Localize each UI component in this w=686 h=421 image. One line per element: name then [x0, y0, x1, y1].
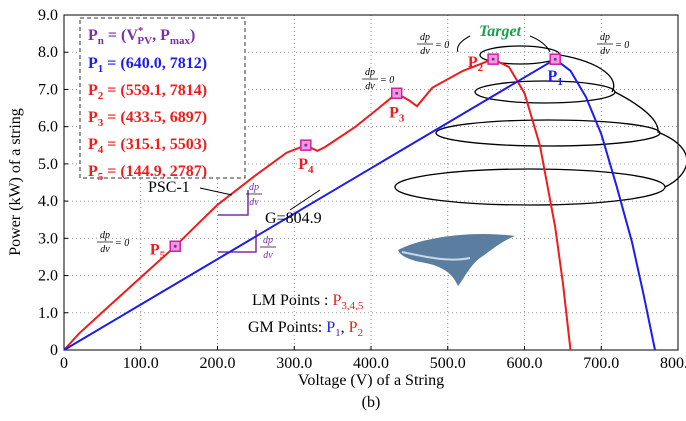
target-label: Target [479, 23, 522, 40]
entry-sub: 1 [98, 63, 104, 75]
caption: (b) [362, 394, 381, 411]
legend-entry: P4 = (315.1, 5503) [88, 136, 207, 156]
y-tick-label: 1.0 [38, 305, 58, 322]
point-name: P [298, 156, 308, 173]
lm-points: LM Points : P3,4,5 [252, 292, 364, 312]
x-tick-label: 100.0 [123, 355, 159, 372]
y-axis-title: Power (kW) of a string [7, 108, 24, 256]
x-tick-label: 600.0 [507, 355, 543, 372]
x-axis-title: Voltage (V) of a String [298, 372, 444, 389]
x-tick-label: 0 [60, 355, 68, 372]
entry-text: = (640.0, 7812) [103, 55, 207, 72]
legend-header: Pn = (V* PV, Pmax) [88, 25, 195, 47]
point-dot [173, 244, 177, 248]
point-name: P [468, 54, 478, 71]
y-tick-label: 0 [50, 342, 58, 359]
x-tick-label: 300.0 [276, 355, 312, 372]
target-arrows [457, 35, 551, 53]
x-tick-label: 200.0 [200, 355, 236, 372]
legend-box [79, 17, 246, 179]
point-dot [304, 143, 308, 147]
series-label: G=804.9 [265, 210, 322, 227]
x-tick-label: 500.0 [430, 355, 466, 372]
slope-num: dp [263, 235, 273, 246]
point-label: P4 [298, 156, 314, 176]
y-tick-label: 9.0 [38, 7, 58, 24]
slope-eq: = 0 [115, 238, 129, 249]
legend-entry: P5 = (144.9, 2787) [88, 163, 207, 183]
legend-entry: P1 = (640.0, 7812) [88, 55, 207, 75]
point-label: P1 [548, 68, 563, 88]
point-dot [395, 91, 399, 95]
x-tick-label: 400.0 [353, 355, 389, 372]
plot-frame [63, 14, 679, 351]
pointer [289, 189, 321, 211]
point-label: P2 [468, 54, 484, 74]
gm-points: GM Points: P1, P2 [248, 319, 363, 339]
pointer [199, 187, 233, 196]
y-tick-label: 3.0 [38, 230, 58, 247]
entry-name: P [88, 163, 98, 180]
y-tick-label: 2.0 [38, 268, 58, 285]
point-sub: 2 [478, 62, 484, 74]
entry-sub: 2 [98, 90, 104, 102]
slope-eq: = 0 [615, 40, 629, 51]
slope-den: dv [249, 197, 259, 208]
entry-sub: 3 [98, 117, 104, 129]
x-tick-label: 800.0 [660, 355, 686, 372]
whale-illustration [398, 233, 515, 286]
slope-den: dv [600, 46, 610, 57]
slope-den: dv [263, 250, 273, 261]
point-sub: 3 [399, 112, 405, 124]
point-name: P [150, 241, 160, 258]
entry-name: P [88, 55, 98, 72]
entry-text: = (315.1, 5503) [103, 136, 207, 153]
entry-text: = (144.9, 2787) [103, 163, 207, 180]
y-tick-label: 4.0 [38, 193, 58, 210]
point-dot [491, 57, 495, 61]
slope-den: dv [420, 46, 430, 57]
entry-sub: 4 [98, 144, 104, 156]
slope-num: dp [420, 32, 430, 43]
point-label: P3 [389, 104, 405, 124]
slope-num: dp [365, 67, 375, 78]
legend-entry: P3 = (433.5, 6897) [88, 109, 207, 129]
x-tick-label: 700.0 [583, 355, 619, 372]
slope-num: dp [600, 32, 610, 43]
y-tick-label: 5.0 [38, 156, 58, 173]
point-dot [553, 57, 557, 61]
slope-num: dp [100, 230, 110, 241]
entry-name: P [88, 82, 98, 99]
entry-text: = (559.1, 7814) [103, 82, 207, 99]
point-sub: 1 [557, 76, 563, 88]
entry-name: P [88, 136, 98, 153]
entry-name: P [88, 109, 98, 126]
y-tick-label: 8.0 [38, 44, 58, 61]
entry-text: = (433.5, 6897) [103, 109, 207, 126]
slope-den: dv [100, 244, 110, 255]
entry-sub: 5 [98, 171, 104, 183]
point-label: P5 [150, 241, 166, 261]
slope-den: dv [365, 81, 375, 92]
slope-eq: = 0 [380, 75, 394, 86]
point-sub: 5 [160, 249, 166, 261]
y-tick-label: 6.0 [38, 119, 58, 136]
slope-num: dp [249, 182, 259, 193]
point-name: P [548, 68, 558, 85]
legend-entry: P2 = (559.1, 7814) [88, 82, 207, 102]
series-label: PSC-1 [148, 179, 190, 196]
point-name: P [389, 104, 399, 121]
slope-eq: = 0 [435, 40, 449, 51]
search-loops [394, 45, 686, 206]
y-tick-label: 7.0 [38, 81, 58, 98]
point-sub: 4 [308, 164, 314, 176]
slope-marks: dp dv dp dv [246, 182, 276, 261]
